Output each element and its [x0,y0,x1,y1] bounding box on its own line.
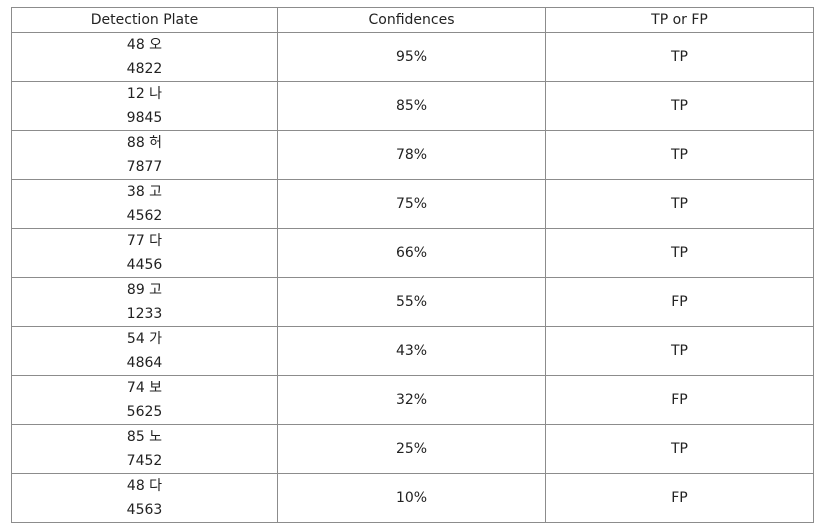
table-row: 89 고 1233 55% FP [11,277,814,327]
table-row: 85 노 7452 25% TP [11,424,814,474]
result-cell: FP [545,375,814,425]
table-row: 12 나 9845 85% TP [11,81,814,131]
plate-cell: 74 보 5625 [11,375,278,425]
plate-number-text: 7452 [126,453,163,469]
table-row: 48 오 4822 95% TP [11,32,814,82]
table-body: 48 오 4822 95% TP 12 나 9845 85% TP 88 허 7… [11,32,814,523]
confidence-cell: 55% [277,277,546,327]
confidence-cell: 43% [277,326,546,376]
result-cell: TP [545,424,814,474]
header-detection-plate: Detection Plate [11,7,278,33]
plate-region-text: 48 다 [126,478,163,494]
plate-cell: 12 나 9845 [11,81,278,131]
header-tp-or-fp: TP or FP [545,7,814,33]
table-row: 74 보 5625 32% FP [11,375,814,425]
plate-region-text: 77 다 [126,233,163,249]
table-header: Detection Plate Confidences TP or FP [11,7,814,33]
result-cell: TP [545,326,814,376]
plate-cell: 89 고 1233 [11,277,278,327]
result-cell: TP [545,179,814,229]
header-row: Detection Plate Confidences TP or FP [11,7,814,33]
plate-number-text: 4822 [126,61,163,77]
plate-region-text: 85 노 [126,429,163,445]
result-cell: TP [545,81,814,131]
plate-cell: 48 오 4822 [11,32,278,82]
plate-number-text: 4562 [126,208,163,224]
plate-number-text: 1233 [126,306,163,322]
plate-number-text: 4563 [126,502,163,518]
plate-region-text: 54 가 [126,331,163,347]
confidence-cell: 66% [277,228,546,278]
confidence-cell: 78% [277,130,546,180]
plate-number-text: 9845 [126,110,163,126]
plate-region-text: 38 고 [126,184,163,200]
plate-region-text: 48 오 [126,37,163,53]
confidence-cell: 95% [277,32,546,82]
table-row: 54 가 4864 43% TP [11,326,814,376]
result-cell: TP [545,32,814,82]
table-row: 88 허 7877 78% TP [11,130,814,180]
confidence-cell: 10% [277,473,546,523]
result-cell: FP [545,473,814,523]
confidence-cell: 75% [277,179,546,229]
plate-number-text: 5625 [126,404,163,420]
table-row: 77 다 4456 66% TP [11,228,814,278]
table-row: 48 다 4563 10% FP [11,473,814,523]
header-confidences: Confidences [277,7,546,33]
plate-cell: 77 다 4456 [11,228,278,278]
result-cell: TP [545,130,814,180]
plate-cell: 48 다 4563 [11,473,278,523]
result-cell: FP [545,277,814,327]
plate-cell: 38 고 4562 [11,179,278,229]
result-cell: TP [545,228,814,278]
confidence-cell: 25% [277,424,546,474]
table-row: 38 고 4562 75% TP [11,179,814,229]
confidence-cell: 85% [277,81,546,131]
confidence-cell: 32% [277,375,546,425]
plate-cell: 85 노 7452 [11,424,278,474]
plate-region-text: 12 나 [126,86,163,102]
plate-number-text: 4456 [126,257,163,273]
plate-number-text: 4864 [126,355,163,371]
plate-region-text: 74 보 [126,380,163,396]
plate-region-text: 89 고 [126,282,163,298]
plate-region-text: 88 허 [126,135,163,151]
plate-cell: 54 가 4864 [11,326,278,376]
plate-number-text: 7877 [126,159,163,175]
plate-cell: 88 허 7877 [11,130,278,180]
detection-results-table: Detection Plate Confidences TP or FP 48 … [11,7,814,523]
